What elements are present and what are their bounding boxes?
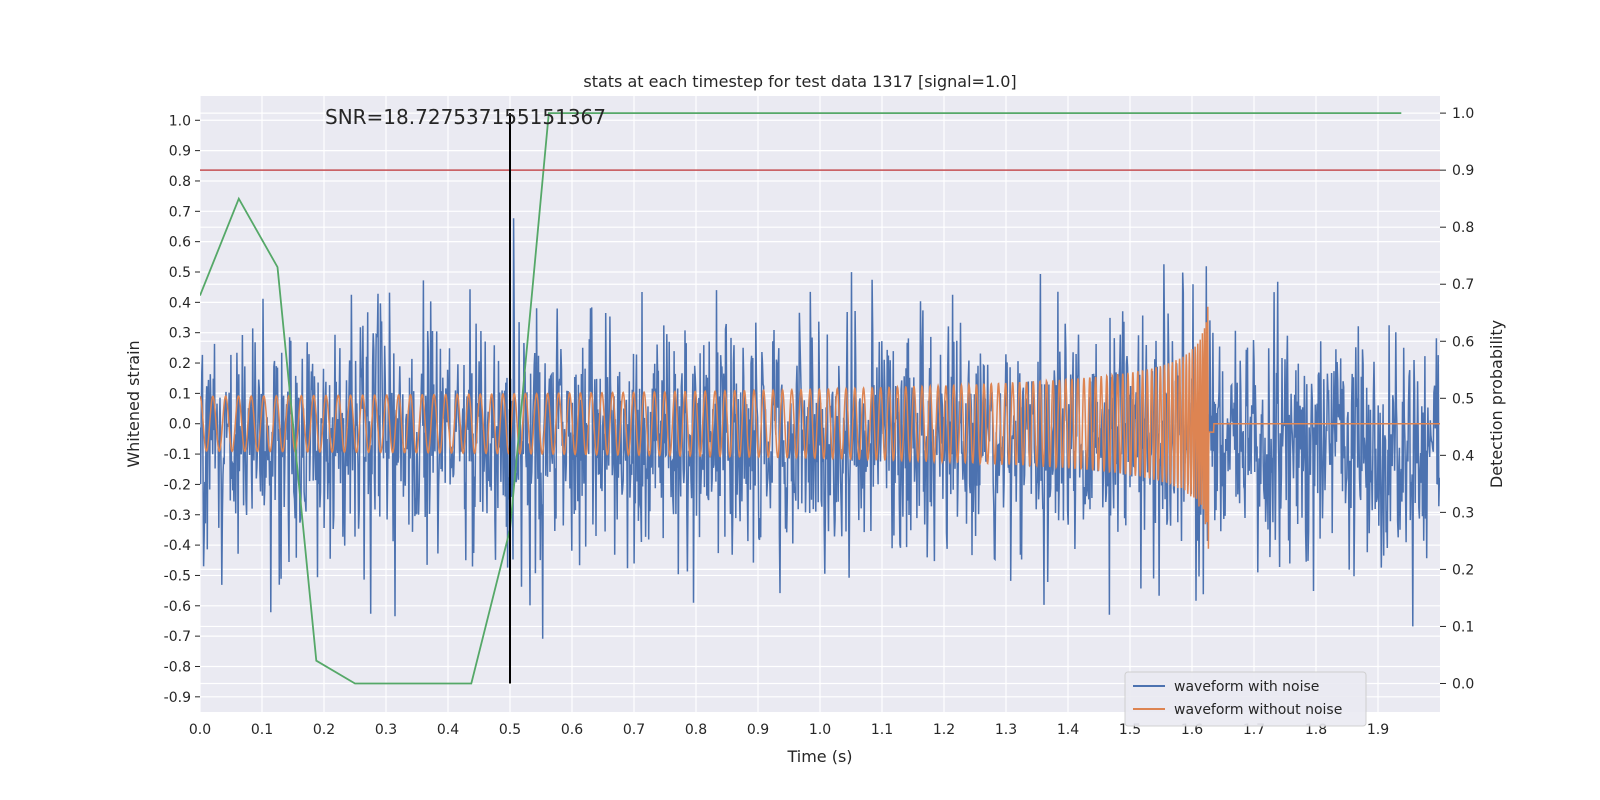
y2-tick-label: 0.6	[1452, 334, 1474, 350]
y-tick-label: -0.9	[164, 690, 191, 706]
y-tick-label: 1.0	[169, 113, 191, 129]
x-axis-label: Time (s)	[786, 747, 852, 766]
y-tick-label: 0.4	[169, 295, 191, 311]
x-tick-label: 1.9	[1367, 722, 1389, 738]
y-tick-label: -0.5	[164, 568, 191, 584]
series-waveform-with-noise	[200, 218, 1440, 639]
y-tick-label: 0.6	[169, 235, 191, 251]
snr-annotation: SNR=18.727537155151367	[325, 105, 606, 129]
x-tick-label: 1.4	[1057, 722, 1079, 738]
x-tick-label: 0.6	[561, 722, 583, 738]
x-tick-label: 1.2	[933, 722, 955, 738]
series-detection-probability	[200, 112, 1402, 685]
y2-tick-label: 0.1	[1452, 619, 1474, 635]
y2-axis-label: Detection probability	[1487, 320, 1506, 488]
x-tick-label: 1.3	[995, 722, 1017, 738]
y-tick-label: 0.2	[169, 356, 191, 372]
x-tick-label: 0.0	[189, 722, 211, 738]
y-tick-label: 0.8	[169, 174, 191, 190]
y-tick-label: -0.1	[164, 447, 191, 463]
y-tick-label: -0.6	[164, 599, 191, 615]
y-tick-label: -0.4	[164, 538, 191, 554]
chart-title: stats at each timestep for test data 131…	[583, 72, 1016, 91]
x-tick-label: 0.9	[747, 722, 769, 738]
x-tick-label: 0.1	[251, 722, 273, 738]
x-tick-label: 0.2	[313, 722, 335, 738]
y-tick-label: 0.1	[169, 386, 191, 402]
y-tick-label: -0.3	[164, 508, 191, 524]
legend-label-noisy: waveform with noise	[1174, 679, 1319, 695]
grid	[199, 96, 1440, 712]
x-axis-ticks: 0.0 0.1 0.2 0.3 0.4 0.5 0.6 0.7 0.8 0.9 1.0 1.1 1.2 1…	[189, 722, 1389, 738]
legend: waveform with noise waveform without noi…	[1124, 671, 1367, 727]
y-tick-label: 0.5	[169, 265, 191, 281]
series-waveform-without-noise	[200, 306, 1440, 549]
y-tick-label: -0.2	[164, 477, 191, 493]
y-tick-label: 0.9	[169, 144, 191, 160]
y-tick-label: 0.3	[169, 326, 191, 342]
legend-label-clean: waveform without noise	[1174, 702, 1342, 718]
y2-axis-ticks: 1.0 0.9 0.8 0.7 0.6 0.5 0.4 0.3 0.2 0.1 0.0	[1440, 106, 1474, 692]
y2-tick-label: 0.0	[1452, 676, 1474, 692]
y2-tick-label: 0.3	[1452, 505, 1474, 521]
x-tick-label: 0.4	[437, 722, 459, 738]
y2-tick-label: 0.4	[1452, 448, 1474, 464]
y2-tick-label: 0.2	[1452, 562, 1474, 578]
y-tick-label: -0.7	[164, 629, 191, 645]
y2-tick-label: 0.9	[1452, 163, 1474, 179]
y-axis-label: Whitened strain	[124, 340, 143, 467]
y2-tick-label: 0.8	[1452, 220, 1474, 236]
x-tick-label: 1.0	[809, 722, 831, 738]
y2-tick-label: 0.7	[1452, 277, 1474, 293]
legend-box	[1124, 671, 1367, 727]
x-tick-label: 0.5	[499, 722, 521, 738]
y-tick-label: 0.0	[169, 417, 191, 433]
y2-tick-label: 1.0	[1452, 106, 1474, 122]
y-axis-ticks: 1.0 0.9 0.8 0.7 0.6 0.5 0.4 0.3 0.2 0.1 0.0 -0.1 -0.…	[164, 113, 200, 706]
y-tick-label: -0.8	[164, 659, 191, 675]
y2-tick-label: 0.5	[1452, 391, 1474, 407]
x-tick-label: 1.1	[871, 722, 893, 738]
x-tick-label: 0.3	[375, 722, 397, 738]
y-tick-label: 0.7	[169, 204, 191, 220]
x-tick-label: 0.7	[623, 722, 645, 738]
x-tick-label: 0.8	[685, 722, 707, 738]
